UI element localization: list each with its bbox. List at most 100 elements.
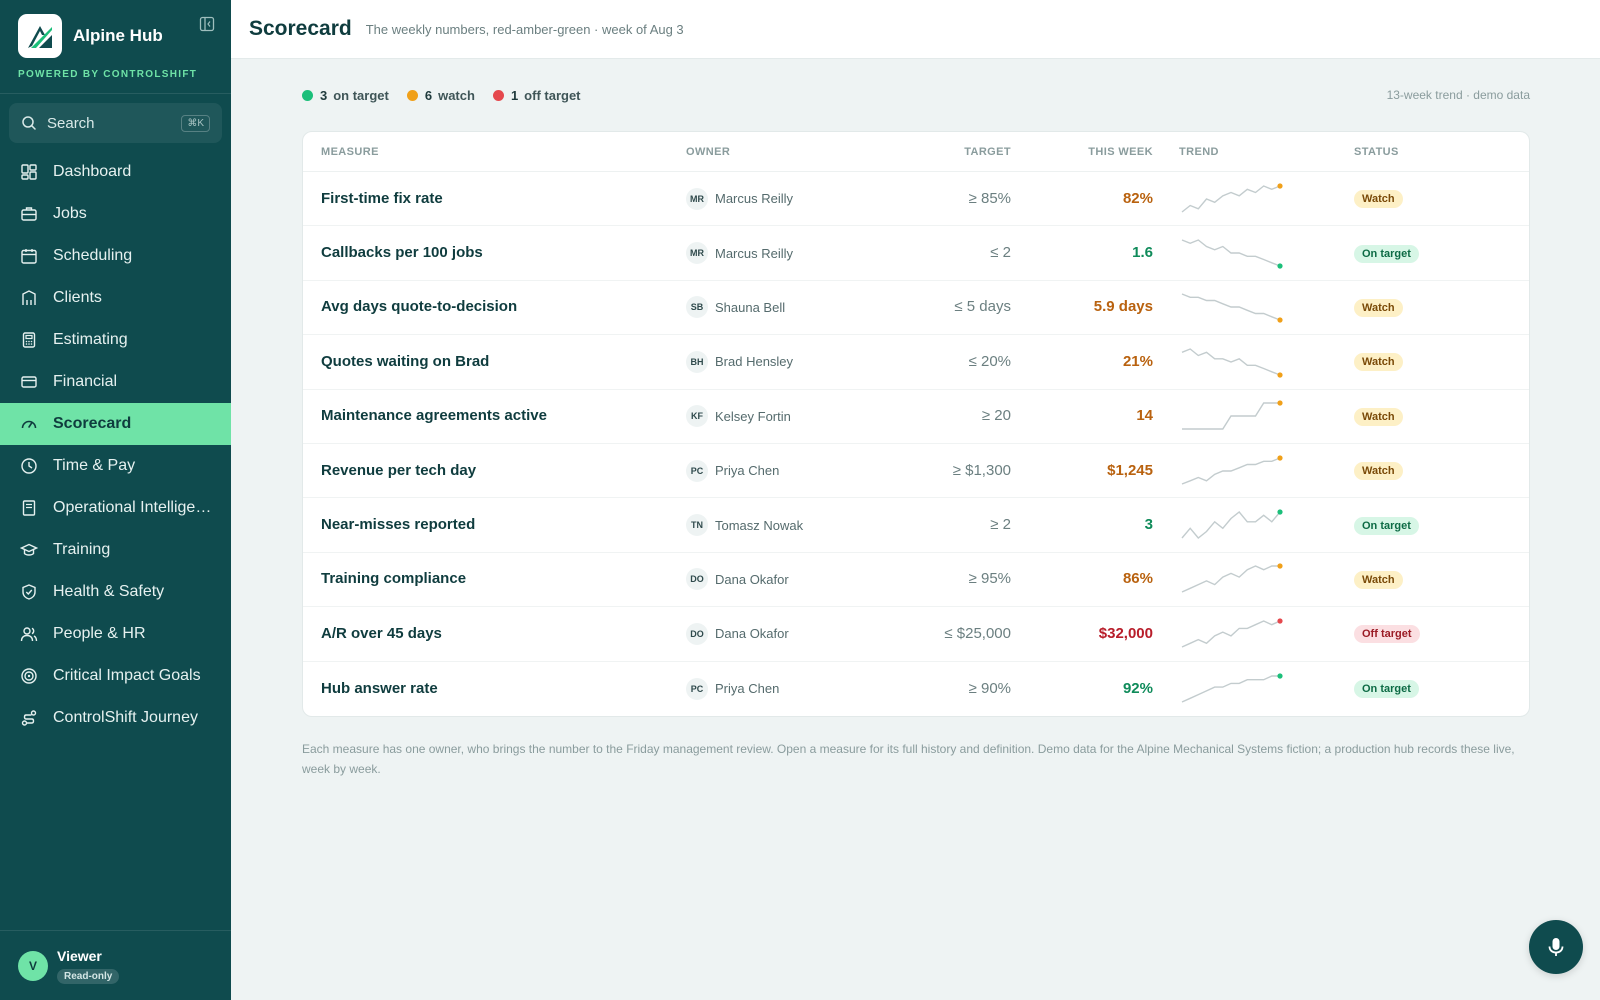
sidebar-item-critical-impact-goals[interactable]: Critical Impact Goals: [0, 655, 231, 697]
alpine-logo-icon: [28, 26, 52, 48]
owner-name: Priya Chen: [715, 463, 780, 479]
table-row[interactable]: Near-misses reported TN Tomasz Nowak ≥ 2 3 On…: [303, 498, 1529, 553]
sidebar-item-label: Critical Impact Goals: [53, 667, 201, 684]
sidebar-item-clients[interactable]: Clients: [0, 277, 231, 319]
trend-line: [1181, 239, 1281, 267]
trend-sparkline: [1181, 509, 1283, 540]
owner-initials: DO: [686, 568, 708, 591]
sidebar-item-controlshift-journey[interactable]: ControlShift Journey: [0, 697, 231, 739]
page-subtitle: The weekly numbers, red-amber-green · we…: [365, 21, 684, 37]
trend-note: 13-week trend · demo data: [1386, 88, 1530, 102]
main-content: 3 on target 6 watch 1 off target 13-week…: [302, 59, 1530, 779]
measure-name[interactable]: Near-misses reported: [321, 516, 476, 534]
trend-sparkline: [1181, 673, 1283, 703]
column-owner[interactable]: OWNER: [686, 145, 731, 158]
owner-name: Dana Okafor: [715, 571, 789, 587]
table-row[interactable]: Callbacks per 100 jobs MR Marcus Reilly ≤ 2…: [303, 226, 1529, 281]
sidebar-item-health-safety[interactable]: Health & Safety: [0, 571, 231, 613]
sidebar-item-label: ControlShift Journey: [53, 709, 198, 726]
sidebar-item-operational-intelligence[interactable]: Operational Intelligence: [0, 487, 231, 529]
sidebar-item-financial[interactable]: Financial: [0, 361, 231, 403]
table-row[interactable]: Revenue per tech day PC Priya Chen ≥ $1,300…: [303, 444, 1529, 499]
table-row[interactable]: A/R over 45 days DO Dana Okafor ≤ $25,000 $3…: [303, 607, 1529, 662]
measure-name[interactable]: Quotes waiting on Brad: [321, 352, 490, 370]
sidebar-item-label: Clients: [53, 289, 102, 306]
sidebar-item-jobs[interactable]: Jobs: [0, 193, 231, 235]
owner-initials: SB: [686, 296, 708, 319]
on-target-count: 3: [320, 87, 328, 103]
table-row[interactable]: Hub answer rate PC Priya Chen ≥ 90% 92% On ta…: [303, 662, 1529, 716]
sidebar-item-people-hr[interactable]: People & HR: [0, 613, 231, 655]
measure-name[interactable]: Revenue per tech day: [321, 461, 477, 479]
measure-name[interactable]: First-time fix rate: [321, 189, 443, 207]
column-measure[interactable]: MEASURE: [321, 145, 379, 158]
trend-line: [1181, 675, 1280, 703]
status-badge: Watch: [1354, 353, 1403, 372]
measure-name[interactable]: A/R over 45 days: [321, 624, 442, 642]
measure-name[interactable]: Hub answer rate: [321, 679, 438, 697]
status-badge: Watch: [1354, 190, 1403, 209]
trend-latest-point: [1277, 372, 1283, 378]
this-week-value: 3: [1144, 516, 1153, 534]
sidebar-item-time-pay[interactable]: Time & Pay: [0, 445, 231, 487]
sidebar-item-label: Estimating: [53, 331, 128, 348]
route-icon: [21, 710, 37, 726]
trend-latest-point: [1277, 183, 1283, 189]
target-value: ≤ 20%: [968, 352, 1011, 370]
this-week-value: 5.9 days: [1093, 298, 1153, 316]
trend-sparkline: [1181, 348, 1283, 378]
trend-latest-point: [1277, 455, 1283, 461]
measure-name[interactable]: Maintenance agreements active: [321, 407, 547, 425]
trend-line: [1181, 184, 1281, 213]
table-row[interactable]: Training compliance DO Dana Okafor ≥ 95% 86%…: [303, 553, 1529, 608]
measure-name[interactable]: Avg days quote-to-decision: [321, 298, 518, 316]
table-header: MEASURE OWNER TARGET THIS WEEK TREND STA…: [303, 132, 1529, 172]
trend-latest-point: [1277, 673, 1283, 679]
table-row[interactable]: Maintenance agreements active KF Kelsey Fo…: [303, 390, 1529, 444]
trend-latest-point: [1277, 263, 1283, 269]
off-target-count: 1: [510, 87, 519, 103]
owner-initials: MR: [686, 242, 708, 265]
measure-name[interactable]: Training compliance: [321, 570, 467, 588]
trend-sparkline: [1181, 618, 1283, 648]
column-status[interactable]: STATUS: [1354, 145, 1399, 158]
credit-card-icon: [21, 376, 37, 388]
book-icon: [22, 500, 36, 516]
table-row[interactable]: First-time fix rate MR Marcus Reilly ≥ 85% 8…: [303, 172, 1529, 227]
trend-line: [1181, 348, 1281, 376]
page-header: Scorecard The weekly numbers, red-amber-…: [231, 0, 1600, 59]
sidebar-item-estimating[interactable]: Estimating: [0, 319, 231, 361]
app-logo[interactable]: [18, 14, 62, 58]
target-value: ≥ 95%: [968, 570, 1011, 588]
owner-initials: TN: [686, 514, 708, 537]
owner-initials: MR: [686, 187, 708, 210]
status-badge: On target: [1354, 244, 1419, 263]
voice-input-button[interactable]: [1529, 920, 1583, 974]
status-badge: Watch: [1354, 570, 1403, 589]
collapse-sidebar-icon[interactable]: [199, 16, 215, 32]
sidebar-item-scheduling[interactable]: Scheduling: [0, 235, 231, 277]
table-row[interactable]: Quotes waiting on Brad BH Brad Hensley ≤ 20…: [303, 335, 1529, 390]
off-target-label: off target: [524, 87, 581, 103]
trend-sparkline: [1181, 563, 1283, 594]
column-target[interactable]: TARGET: [964, 145, 1011, 158]
sidebar-item-label: Jobs: [53, 205, 87, 222]
column-this-week[interactable]: THIS WEEK: [1088, 145, 1153, 158]
watch-label: watch: [438, 87, 475, 103]
owner-name: Dana Okafor: [715, 626, 789, 642]
measure-name[interactable]: Callbacks per 100 jobs: [321, 244, 483, 262]
search-input[interactable]: Search ⌘K: [9, 103, 222, 143]
status-badge: Watch: [1354, 298, 1403, 317]
sidebar-item-dashboard[interactable]: Dashboard: [0, 151, 231, 193]
table-row[interactable]: Avg days quote-to-decision SB Shauna Bell ≤…: [303, 281, 1529, 336]
target-value: ≤ $25,000: [944, 624, 1011, 642]
sidebar-item-scorecard[interactable]: Scorecard: [0, 403, 231, 445]
user-profile[interactable]: V Viewer Read-only: [0, 930, 231, 1000]
dashboard-icon: [21, 164, 37, 180]
this-week-value: 21%: [1122, 352, 1153, 370]
target-icon: [21, 668, 37, 684]
scorecard-table: MEASURE OWNER TARGET THIS WEEK TREND STA…: [302, 131, 1530, 717]
target-value: ≤ 5 days: [954, 298, 1011, 316]
sidebar-item-training[interactable]: Training: [0, 529, 231, 571]
trend-latest-point: [1277, 317, 1283, 324]
